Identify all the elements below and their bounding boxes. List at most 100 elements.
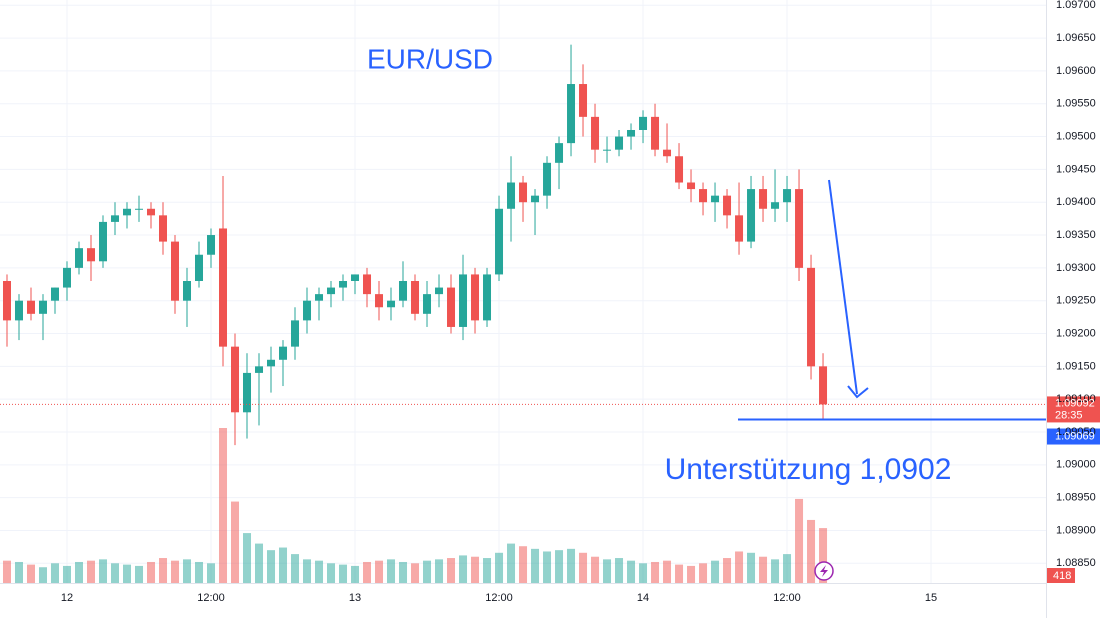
volume-bar [159, 558, 168, 583]
volume-tag [1047, 568, 1075, 583]
volume-bar [795, 498, 804, 583]
candle-body [819, 366, 828, 405]
candle-body [579, 84, 588, 117]
volume-bar [735, 551, 744, 583]
volume-label: 418 [1053, 570, 1071, 582]
candle-body [771, 202, 780, 209]
candle-body [99, 221, 108, 262]
candle-body [135, 208, 144, 210]
volume-bar [279, 547, 288, 583]
volume-bar [603, 559, 612, 583]
candle-body [471, 274, 480, 321]
y-tick-label: 1.09000 [1056, 459, 1096, 471]
y-tick-label: 1.09050 [1056, 426, 1096, 438]
volume-bar [2, 560, 11, 583]
candle-body [795, 189, 804, 268]
volume-bars [2, 428, 828, 583]
volume-bar [327, 563, 336, 583]
volume-bar [147, 561, 156, 583]
candle-body [495, 208, 504, 275]
volume-bar [14, 561, 23, 583]
overlay [0, 396, 1100, 583]
candle-body [639, 116, 648, 130]
volume-bar [783, 554, 792, 583]
icon-bolt [820, 565, 828, 577]
candle-body [2, 280, 11, 321]
candle-body [171, 241, 180, 301]
candle-body [411, 280, 420, 314]
y-tick-label: 1.08900 [1056, 524, 1096, 536]
volume-bar [267, 550, 276, 583]
volume-bar [663, 560, 672, 583]
arrow [828, 179, 869, 399]
candle-body [243, 372, 252, 413]
volume-bar [555, 550, 564, 583]
candle-body [291, 320, 300, 347]
lightning-icon [814, 561, 834, 581]
volume-bar [387, 559, 396, 583]
candle-body [459, 274, 468, 327]
candle-body [279, 346, 288, 360]
volume-bar [171, 560, 180, 583]
volume-bar [195, 561, 204, 583]
candle-body [531, 195, 540, 203]
volume-bar [351, 565, 360, 583]
arrow-shaft [828, 179, 858, 395]
candle-body [339, 280, 348, 288]
candle-body [591, 116, 600, 150]
x-tick-label: 12:00 [197, 592, 225, 604]
volume-bar [531, 548, 540, 583]
candle-body [147, 208, 156, 216]
arrow-head [847, 385, 869, 399]
support-tag [1047, 428, 1100, 445]
volume-bar [363, 561, 372, 583]
volume-bar [447, 558, 456, 583]
candle-body [543, 162, 552, 196]
candle-body [747, 189, 756, 242]
candle-body [663, 149, 672, 157]
volume-bar [339, 564, 348, 583]
candle-body [399, 280, 408, 301]
y-tick-label: 1.09600 [1056, 65, 1096, 77]
volume-bar [639, 563, 648, 583]
grid [0, 0, 1046, 583]
candle-body [123, 208, 132, 216]
candle-body [651, 116, 660, 150]
candle-body [50, 287, 59, 301]
candle-body [627, 129, 636, 137]
x-tick-label: 12 [61, 592, 73, 604]
volume-bar [819, 528, 828, 583]
candle-body [327, 287, 336, 295]
candle-body [207, 235, 216, 255]
volume-bar [423, 560, 432, 583]
candle-body [759, 189, 768, 209]
y-tick-label: 1.09150 [1056, 360, 1096, 372]
y-tick-label: 1.09650 [1056, 32, 1096, 44]
volume-bar [771, 559, 780, 583]
volume-bar [207, 563, 216, 583]
volume-bar [723, 558, 732, 583]
candle-body [603, 149, 612, 151]
candle-body [615, 136, 624, 150]
x-tick-label: 15 [925, 592, 937, 604]
volume-bar [507, 543, 516, 583]
volume-bar [135, 565, 144, 583]
candle-body [315, 294, 324, 301]
volume-bar [183, 559, 192, 583]
candle-body [519, 182, 528, 203]
candle-body [555, 143, 564, 163]
volume-bar [74, 561, 83, 583]
candle-body [26, 300, 35, 314]
volume-bar [483, 558, 492, 583]
volume-bar [291, 554, 300, 583]
volume-bar [315, 560, 324, 583]
candle-body [255, 366, 264, 373]
y-tick-label: 1.09300 [1056, 262, 1096, 274]
volume-bar [243, 533, 252, 583]
volume-bar [123, 564, 132, 583]
volume-bar [86, 560, 95, 583]
y-tick-label: 1.09550 [1056, 98, 1096, 110]
volume-bar [759, 556, 768, 583]
candle-body [195, 254, 204, 281]
support-label: 1.09069 [1055, 430, 1095, 442]
